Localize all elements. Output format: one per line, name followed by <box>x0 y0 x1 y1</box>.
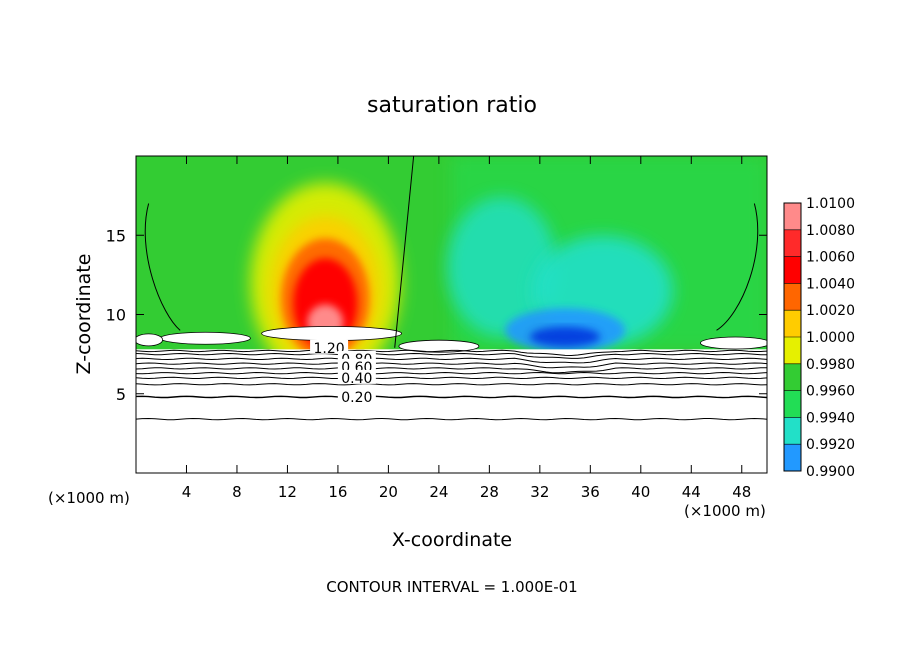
contour-line <box>136 362 767 369</box>
colorbar-label: 1.0040 <box>806 276 855 292</box>
field-cloud-patch <box>700 336 767 350</box>
colorbar-swatch <box>784 363 801 391</box>
colorbar-label: 1.0080 <box>806 223 855 239</box>
field-cloud-patch <box>398 339 480 353</box>
colorbar-swatch <box>784 283 801 311</box>
y-axis-label: Z-coordinate <box>73 254 95 375</box>
x-unit-left: (×1000 m) <box>48 489 130 507</box>
colorbar-swatch <box>784 310 801 337</box>
contour-line <box>136 371 767 375</box>
x-tick-label: 8 <box>232 483 242 501</box>
chart-title: saturation ratio <box>367 93 537 118</box>
x-tick-label: 12 <box>278 483 297 501</box>
colorbar-swatch <box>784 444 801 471</box>
colorbar-swatch <box>784 256 801 284</box>
contour-label: 0.20 <box>341 390 372 406</box>
colorbar-swatch <box>784 229 801 257</box>
contour-line <box>136 417 767 421</box>
contour-line <box>136 352 767 359</box>
y-tick-label: 15 <box>106 226 126 245</box>
contour-line <box>716 203 759 331</box>
colorbar-swatch <box>784 203 801 230</box>
contour-line <box>136 349 767 357</box>
y-tick-label: 10 <box>106 306 126 325</box>
contour-line <box>136 395 767 399</box>
plot-area: 1.200.800.600.400.20 <box>135 155 768 474</box>
contour-interval-note: CONTOUR INTERVAL = 1.000E-01 <box>326 578 577 596</box>
contour-label-bg <box>310 339 349 354</box>
contour-line <box>394 156 415 348</box>
contour-line <box>136 376 767 380</box>
x-tick-label: 48 <box>732 483 751 501</box>
colorbar-label: 0.9920 <box>806 437 855 453</box>
colorbar-label: 1.0020 <box>806 303 855 319</box>
colorbar-swatch <box>784 417 801 445</box>
heatmap-field <box>136 156 767 473</box>
contour-label-bg <box>337 369 376 384</box>
colorbar-label: 1.0060 <box>806 250 855 266</box>
contour-label: 1.20 <box>314 341 345 357</box>
y-tick-label: 5 <box>116 385 126 404</box>
y-axis-ticks: 5 10 15 <box>106 226 767 404</box>
contour-label-bg <box>337 358 376 373</box>
field-min-upper <box>446 196 557 337</box>
colorbar-swatch <box>784 390 801 418</box>
colorbar-label: 0.9980 <box>806 357 855 373</box>
colorbar-label: 0.9900 <box>806 464 855 480</box>
x-tick-label: 20 <box>379 483 398 501</box>
x-tick-label: 40 <box>631 483 650 501</box>
x-tick-label: 24 <box>429 483 448 501</box>
field-masked-region <box>136 349 767 473</box>
contour-label-bg <box>337 388 376 403</box>
x-tick-label: 44 <box>682 483 701 501</box>
colorbar: 1.0100 1.0080 1.0060 1.0040 1.0020 1.0000 0.99… <box>783 196 855 480</box>
contour-line <box>136 357 767 364</box>
contour-line <box>136 367 767 374</box>
contour-label: 0.40 <box>341 371 372 387</box>
field-cloud-patch <box>136 333 164 347</box>
x-tick-label: 4 <box>182 483 192 501</box>
contour-labels: 1.200.800.600.400.20 <box>310 339 376 406</box>
contour-lines <box>136 156 767 421</box>
contour-line <box>136 383 767 386</box>
colorbar-label: 1.0100 <box>806 196 855 212</box>
x-tick-label: 36 <box>581 483 600 501</box>
x-unit-right: (×1000 m) <box>684 502 766 520</box>
x-axis-ticks: 4 8 12 16 20 24 28 32 36 40 44 48 <box>182 156 751 501</box>
colorbar-swatch <box>784 337 801 364</box>
colorbar-label: 0.9940 <box>806 410 855 426</box>
field-cloud-patch <box>160 331 251 345</box>
x-tick-label: 16 <box>328 483 347 501</box>
field-cloud-patch <box>261 326 403 341</box>
x-tick-label: 28 <box>480 483 499 501</box>
colorbar-label: 0.9960 <box>806 384 855 400</box>
x-axis-label: X-coordinate <box>392 529 512 551</box>
x-tick-label: 32 <box>530 483 549 501</box>
field-min-core <box>530 326 601 347</box>
contour-line <box>144 203 181 331</box>
colorbar-label: 1.0000 <box>806 330 855 346</box>
